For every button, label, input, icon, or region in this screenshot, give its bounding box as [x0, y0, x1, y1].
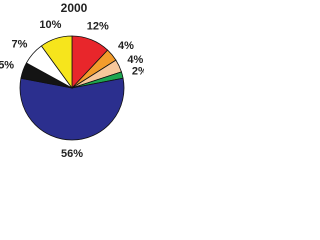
value-label: 2% — [132, 65, 144, 77]
value-label: 10% — [39, 19, 61, 31]
value-label: 5% — [0, 60, 14, 72]
value-label: 56% — [61, 148, 83, 160]
pie-slice — [40, 35, 73, 90]
pie-slice — [19, 77, 125, 141]
value-label: 7% — [12, 38, 28, 50]
value-label: 4% — [127, 54, 143, 66]
chart: 2000 12%4%4%2%56%5%7%10% — [0, 1, 144, 160]
value-label: 4% — [118, 40, 134, 52]
value-label: 12% — [87, 21, 109, 33]
chart-title: 2000 — [61, 1, 88, 15]
